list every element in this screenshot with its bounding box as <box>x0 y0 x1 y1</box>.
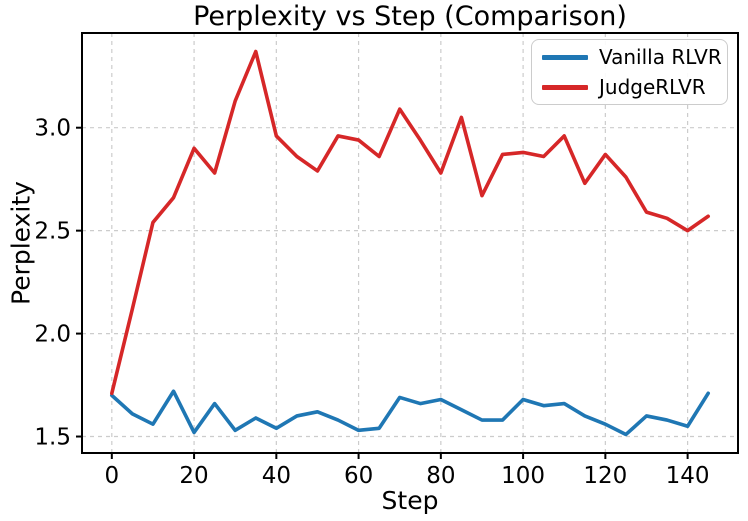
x-tick-label: 80 <box>426 463 455 489</box>
legend-item: JudgeRLVR <box>542 72 719 102</box>
y-tick-label: 1.5 <box>34 425 71 451</box>
legend-item: Vanilla RLVR <box>542 42 722 72</box>
x-tick-label: 140 <box>666 463 710 489</box>
x-tick-label: 40 <box>262 463 291 489</box>
x-tick-label: 100 <box>501 463 545 489</box>
legend-swatch-judgerlvr <box>542 84 588 90</box>
series-line-judgerlvr <box>110 49 710 396</box>
x-tick-label: 60 <box>344 463 373 489</box>
x-tick-label: 120 <box>583 463 627 489</box>
series-line-vanilla-rlvr <box>110 389 710 437</box>
y-tick-label: 3.0 <box>34 116 71 142</box>
chart-title: Perplexity vs Step (Comparison) <box>193 1 627 32</box>
legend-label: Vanilla RLVR <box>599 45 722 69</box>
legend: Vanilla RLVR JudgeRLVR <box>531 39 728 105</box>
plot-border <box>81 32 739 454</box>
x-tick-label: 0 <box>104 463 119 489</box>
legend-label: JudgeRLVR <box>599 75 706 99</box>
y-tick-label: 2.0 <box>34 322 71 348</box>
y-axis-label: Perplexity <box>6 181 36 305</box>
x-tick-label: 20 <box>179 463 208 489</box>
x-axis-label: Step <box>381 486 439 515</box>
legend-swatch-vanilla-rlvr <box>542 54 588 60</box>
y-tick-label: 2.5 <box>34 219 71 245</box>
